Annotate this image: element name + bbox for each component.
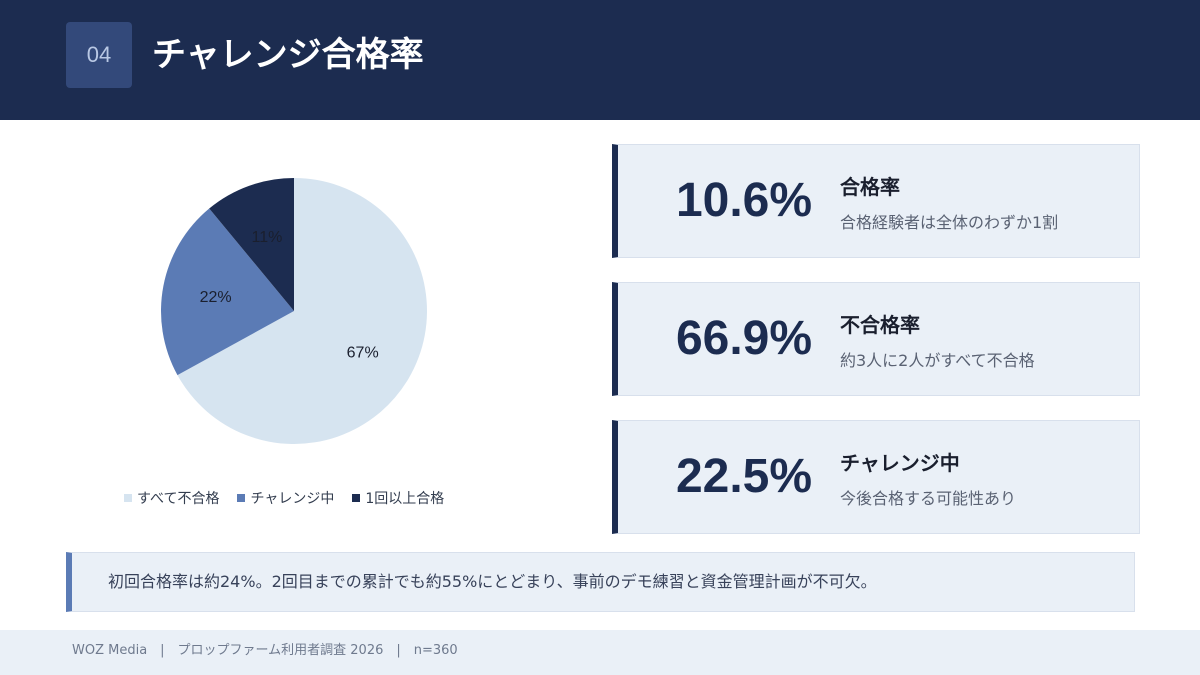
section-number-badge: 04 xyxy=(66,22,132,88)
footer-bar: WOZ Media | プロップファーム利用者調査 2026 | n=360 xyxy=(0,630,1200,675)
stat-label: 不合格率 xyxy=(840,313,920,337)
legend-item: チャレンジ中 xyxy=(237,488,334,508)
pie-chart: 67% 22% 11% すべて不合格 チャレンジ中 1回以上合格 xyxy=(60,140,580,540)
stat-description: 約3人に2人がすべて不合格 xyxy=(840,351,1035,370)
legend-swatch xyxy=(124,494,132,502)
legend-swatch xyxy=(237,494,246,502)
stat-value: 66.9% xyxy=(675,312,813,365)
stat-value: 10.6% xyxy=(675,174,813,227)
header-bar: 04 チャレンジ合格率 xyxy=(0,0,1200,120)
summary-note: 初回合格率は約24%。2回目までの累計でも約55%にとどまり、事前のデモ練習と資… xyxy=(66,552,1135,612)
pie-slice-2 xyxy=(209,178,294,311)
pie-data-label: 11% xyxy=(252,229,283,246)
stat-card-challenging: 22.5% チャレンジ中 今後合格する可能性あり xyxy=(612,420,1140,534)
legend-swatch xyxy=(352,494,361,502)
stat-description: 合格経験者は全体のわずか1割 xyxy=(840,213,1059,232)
legend-label: チャレンジ中 xyxy=(250,491,335,507)
footer-source: WOZ Media | プロップファーム利用者調査 2026 | n=360 xyxy=(72,643,458,658)
stat-label: 合格率 xyxy=(840,175,900,199)
pie-chart-svg: 67% 22% 11% xyxy=(161,178,427,444)
stat-description: 今後合格する可能性あり xyxy=(840,489,1017,508)
pie-data-label: 22% xyxy=(200,289,232,306)
summary-note-text: 初回合格率は約24%。2回目までの累計でも約55%にとどまり、事前のデモ練習と資… xyxy=(108,572,877,591)
pie-slice-0 xyxy=(177,178,427,444)
legend-item: すべて不合格 xyxy=(124,488,219,508)
stat-label: チャレンジ中 xyxy=(840,451,960,475)
legend-item: 1回以上合格 xyxy=(352,488,444,508)
stat-card-fail-rate: 66.9% 不合格率 約3人に2人がすべて不合格 xyxy=(612,282,1140,396)
stat-value: 22.5% xyxy=(675,450,813,503)
page-title: チャレンジ合格率 xyxy=(152,35,424,75)
pie-slice-1 xyxy=(161,208,294,376)
stat-card-pass-rate: 10.6% 合格率 合格経験者は全体のわずか1割 xyxy=(612,144,1140,258)
pie-data-label: 67% xyxy=(347,345,379,362)
chart-legend: すべて不合格 チャレンジ中 1回以上合格 xyxy=(124,488,444,508)
legend-label: 1回以上合格 xyxy=(365,491,445,507)
legend-label: すべて不合格 xyxy=(137,491,220,507)
